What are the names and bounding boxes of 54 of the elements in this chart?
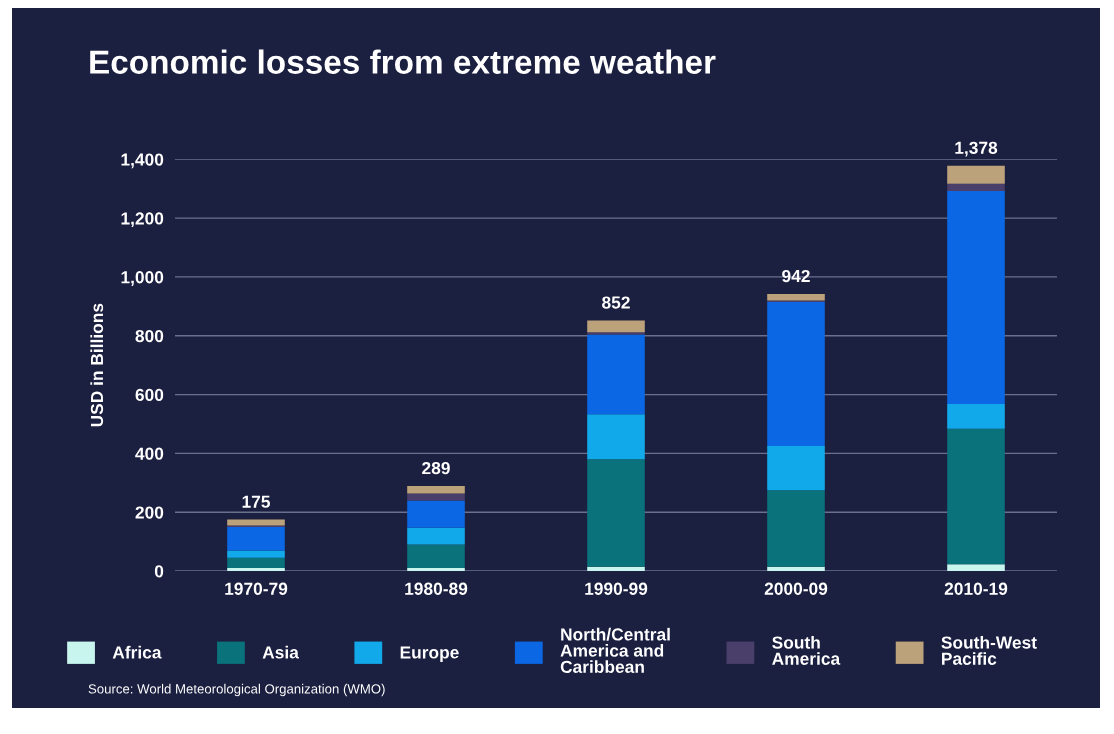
bar <box>407 568 465 572</box>
y-tick-label: 1,200 <box>121 212 164 228</box>
total-label: 1,378 <box>955 141 998 157</box>
x-tick-label: 2010-19 <box>944 582 1008 595</box>
legend-label: Asia <box>262 645 299 659</box>
bar <box>587 566 645 572</box>
bar <box>587 320 645 333</box>
y-tick-label: 600 <box>135 388 164 402</box>
bar <box>767 301 825 447</box>
legend-label: South America <box>772 635 841 665</box>
bar <box>227 526 285 551</box>
y-tick-label: 800 <box>135 329 164 343</box>
bar <box>407 500 465 528</box>
legend-label: North/Central America and Caribbean <box>560 627 670 673</box>
y-tick-label: 1,400 <box>121 153 164 169</box>
legend-label: South-West Pacific <box>941 635 1037 665</box>
source-note: Source: World Meteorological Organization (WMO) <box>88 683 385 697</box>
legend-label: Europe <box>400 646 459 663</box>
x-tick-label: 1990-99 <box>585 582 648 595</box>
bar <box>407 486 465 494</box>
bar <box>767 566 825 572</box>
y-tick-label: 1,000 <box>121 271 164 286</box>
bar <box>587 332 645 335</box>
bar <box>767 490 825 567</box>
bar <box>947 165 1005 184</box>
bar <box>767 293 825 301</box>
bar <box>947 428 1005 565</box>
bar <box>947 564 1005 572</box>
bar <box>587 414 645 460</box>
x-tick-label: 2000-09 <box>764 582 828 595</box>
y-tick-label: 400 <box>135 447 164 460</box>
chart-title: Economic losses from extreme weather <box>90 49 716 74</box>
y-tick-label: 200 <box>135 506 164 519</box>
bar <box>767 446 825 491</box>
y-axis-title: USD in Billions <box>90 303 104 427</box>
y-tick-label: 0 <box>154 565 164 578</box>
total-label: 289 <box>422 461 450 475</box>
legend-label: Africa <box>112 645 162 659</box>
total-label: 942 <box>782 269 810 283</box>
bar <box>947 183 1005 192</box>
total-label: 852 <box>602 296 630 309</box>
total-label: 175 <box>242 495 270 508</box>
bar <box>227 568 285 572</box>
bar <box>947 191 1005 404</box>
x-tick-label: 1980-89 <box>405 582 468 595</box>
bar <box>227 550 285 558</box>
bar <box>407 493 465 501</box>
bar <box>407 527 465 545</box>
bar <box>587 459 645 567</box>
x-tick-label: 1970-79 <box>225 582 288 595</box>
bar <box>947 403 1005 429</box>
bar <box>587 334 645 415</box>
bar <box>227 557 285 569</box>
bar <box>407 544 465 569</box>
